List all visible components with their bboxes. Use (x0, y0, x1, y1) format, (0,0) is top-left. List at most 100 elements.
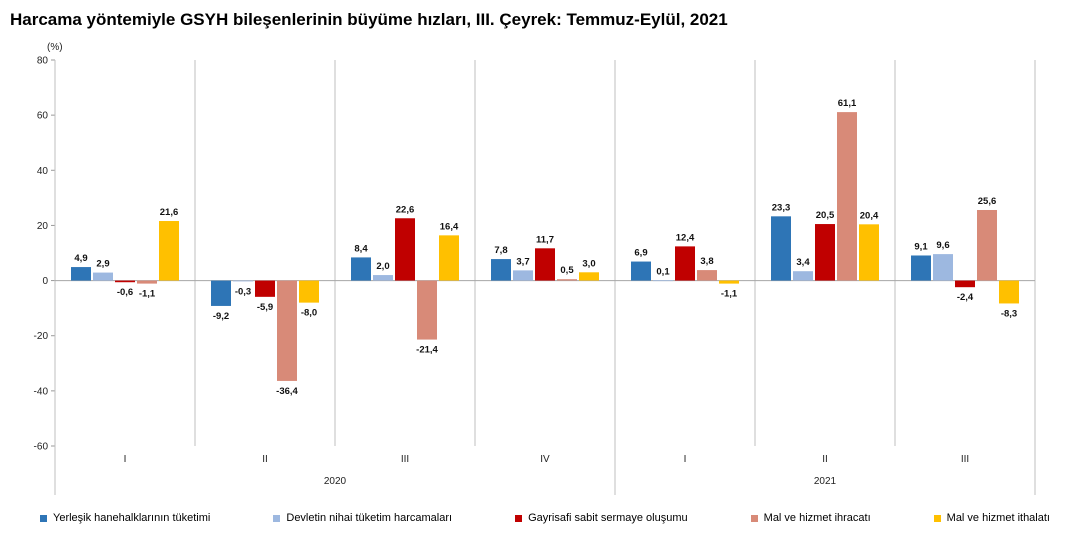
data-label-s1-g5: 3,4 (796, 257, 810, 268)
y-tick-label: -40 (34, 386, 49, 397)
bar-s0-g0 (71, 267, 91, 281)
data-label-s3-g1: -36,4 (276, 386, 298, 397)
bar-s4-g4 (719, 280, 739, 284)
data-label-s4-g4: -1,1 (721, 289, 738, 300)
bar-s2-g6 (955, 280, 975, 288)
data-label-s4-g0: 21,6 (160, 207, 179, 218)
legend-label-2: Gayrisafi sabit sermaye oluşumu (528, 512, 688, 524)
legend-label-1: Devletin nihai tüketim harcamaları (286, 512, 453, 524)
x-tick-label: I (124, 454, 127, 465)
legend-label-3: Mal ve hizmet ihracatı (763, 512, 871, 524)
data-label-s0-g3: 7,8 (494, 245, 507, 256)
year-label-2020: 2020 (324, 476, 347, 487)
bar-s1-g3 (513, 270, 533, 281)
data-label-s3-g3: 0,5 (560, 265, 574, 276)
data-label-s0-g5: 23,3 (772, 202, 791, 213)
bar-s0-g6 (911, 255, 931, 281)
bar-s2-g2 (395, 218, 415, 281)
bar-s0-g2 (351, 257, 371, 281)
y-tick-label: -20 (34, 331, 49, 342)
data-label-s4-g1: -8,0 (301, 308, 317, 319)
legend-label-4: Mal ve hizmet ithalatı (946, 512, 1050, 524)
bar-s0-g3 (491, 259, 511, 281)
data-label-s1-g1: -0,3 (235, 286, 251, 297)
bar-s3-g1 (277, 280, 297, 381)
bar-s3-g2 (417, 280, 437, 340)
data-label-s3-g6: 25,6 (978, 196, 997, 207)
bar-s3-g4 (697, 270, 717, 281)
data-label-s4-g5: 20,4 (860, 210, 879, 221)
x-tick-label: I (684, 454, 687, 465)
data-label-s4-g3: 3,0 (582, 258, 595, 269)
bar-s0-g4 (631, 261, 651, 281)
data-label-s0-g1: -9,2 (213, 311, 229, 322)
data-label-s2-g4: 12,4 (676, 232, 695, 243)
y-tick-label: 80 (37, 56, 49, 67)
data-label-s1-g6: 9,6 (936, 240, 949, 251)
data-label-s2-g3: 11,7 (536, 234, 554, 245)
bar-s3-g0 (137, 280, 157, 284)
legend-swatch-3 (750, 514, 758, 522)
data-label-s2-g2: 22,6 (396, 204, 415, 215)
legend-swatch-0 (40, 514, 47, 522)
bar-s2-g3 (535, 248, 555, 281)
data-label-s3-g4: 3,8 (700, 256, 713, 267)
legend-item-series-4: Mal ve hizmet ithalatı (933, 512, 1050, 524)
legend-swatch-2 (515, 514, 523, 522)
data-label-s2-g0: -0,6 (117, 287, 133, 298)
bar-s4-g2 (439, 235, 459, 281)
data-label-s0-g6: 9,1 (914, 241, 928, 252)
bar-s4-g0 (159, 221, 179, 281)
bar-s2-g0 (115, 280, 135, 283)
bar-s1-g1 (233, 280, 253, 282)
bar-s3-g5 (837, 112, 857, 281)
y-tick-label: 40 (37, 166, 49, 177)
legend-item-series-1: Devletin nihai tüketim harcamaları (273, 512, 452, 524)
data-label-s4-g2: 16,4 (440, 221, 459, 232)
legend-item-series-0: Yerleşik hanehalklarının tüketimi (40, 512, 210, 524)
data-label-s2-g1: -5,9 (257, 302, 273, 313)
bar-s3-g3 (557, 279, 577, 281)
legend-swatch-4 (933, 514, 941, 522)
data-label-s4-g6: -8,3 (1001, 308, 1017, 319)
bar-s3-g6 (977, 209, 997, 281)
y-tick-label: 60 (37, 111, 49, 122)
chart-title: Harcama yöntemiyle GSYH bileşenlerinin b… (10, 10, 728, 29)
x-tick-label: II (262, 454, 268, 465)
bar-s4-g6 (999, 280, 1019, 304)
data-label-s2-g6: -2,4 (957, 292, 974, 303)
legend-item-series-2: Gayrisafi sabit sermaye oluşumu (515, 512, 688, 524)
x-tick-label: IV (540, 454, 550, 465)
data-label-s3-g0: -1,1 (139, 289, 156, 300)
data-label-s2-g5: 20,5 (816, 210, 835, 221)
legend-item-series-3: Mal ve hizmet ihracatı (750, 512, 871, 524)
bar-s1-g4 (653, 280, 673, 282)
bar-s4-g5 (859, 224, 879, 281)
legend: Yerleşik hanehalklarının tüketimi Devlet… (40, 512, 1050, 524)
y-axis-unit-label: (%) (47, 42, 63, 53)
legend-swatch-1 (273, 514, 281, 522)
y-tick-label: -60 (34, 442, 49, 453)
bar-s1-g2 (373, 275, 393, 281)
data-label-s1-g3: 3,7 (516, 256, 529, 267)
x-tick-label: III (401, 454, 409, 465)
data-label-s1-g0: 2,9 (96, 259, 109, 270)
bar-s1-g0 (93, 272, 113, 281)
data-label-s0-g0: 4,9 (74, 253, 87, 264)
data-label-s0-g2: 8,4 (354, 243, 368, 254)
bar-s4-g3 (579, 272, 599, 281)
year-label-2021: 2021 (814, 476, 837, 487)
data-label-s1-g4: 0,1 (656, 266, 670, 277)
bar-s4-g1 (299, 280, 319, 303)
data-label-s0-g4: 6,9 (634, 248, 647, 259)
x-tick-label: II (822, 454, 828, 465)
bar-s2-g1 (255, 280, 275, 297)
legend-label-0: Yerleşik hanehalklarının tüketimi (53, 512, 211, 524)
bar-s2-g4 (675, 246, 695, 281)
bar-s0-g5 (771, 216, 791, 281)
x-tick-label: III (961, 454, 969, 465)
bar-s1-g6 (933, 254, 953, 281)
data-label-s3-g5: 61,1 (838, 98, 857, 109)
bar-s2-g5 (815, 224, 835, 281)
